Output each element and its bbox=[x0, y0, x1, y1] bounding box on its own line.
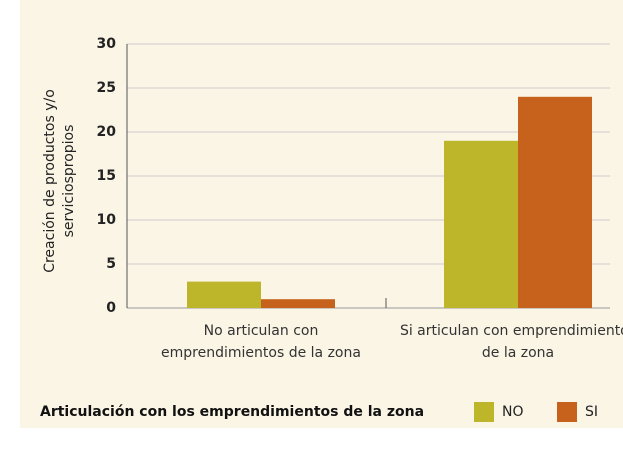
y-axis-label: Creación de productos y/o serviciospropi… bbox=[42, 89, 77, 273]
x-tick-label: No articulan con emprendimientos de la z… bbox=[161, 323, 361, 361]
legend-label: NO bbox=[502, 404, 524, 420]
y-tick-label: 25 bbox=[97, 80, 116, 96]
bar bbox=[187, 281, 261, 308]
bar bbox=[261, 299, 335, 308]
x-axis-label: Articulación con los emprendimientos de … bbox=[40, 404, 425, 420]
y-tick-label: 20 bbox=[97, 124, 117, 140]
bar bbox=[518, 96, 592, 308]
x-tick-label: Si articulan con emprendimientos de la z… bbox=[399, 323, 623, 361]
legend-label: SI bbox=[585, 404, 599, 420]
y-tick-label: 10 bbox=[97, 212, 117, 228]
y-tick-label: 0 bbox=[106, 300, 116, 316]
y-tick-label: 5 bbox=[106, 256, 116, 272]
y-tick-label: 15 bbox=[97, 168, 116, 184]
legend-swatch bbox=[474, 402, 494, 422]
legend-swatch bbox=[557, 402, 577, 422]
bar bbox=[444, 140, 518, 308]
y-tick-label: 30 bbox=[97, 36, 117, 52]
